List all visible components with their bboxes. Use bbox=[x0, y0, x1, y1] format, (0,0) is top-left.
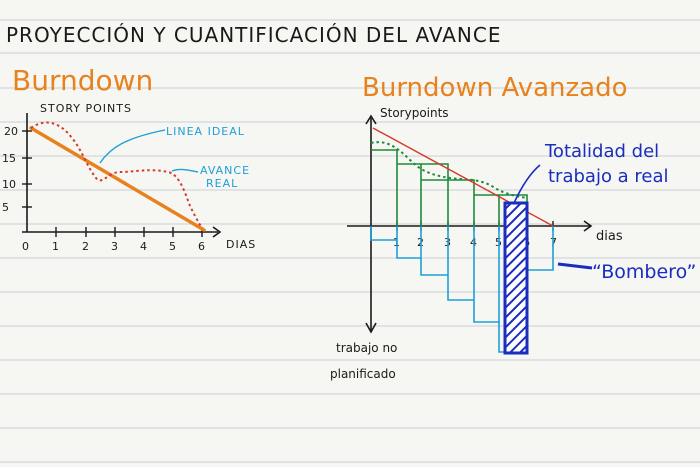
real-line-label-1: AVANCE bbox=[200, 164, 250, 177]
real-line-pointer bbox=[171, 168, 199, 173]
burndown-title: Burndown bbox=[12, 64, 153, 97]
ideal-line-label: LINEA IDEAL bbox=[166, 125, 245, 138]
burndown-x-axis-label: DIAS bbox=[226, 238, 256, 251]
burndown-y-axis-label: STORY POINTS bbox=[40, 102, 132, 115]
real-line-label-2: REAL bbox=[206, 177, 238, 190]
burndown-x-tick-0: 0 bbox=[22, 240, 29, 253]
advanced-real-curve bbox=[370, 141, 528, 199]
total-work-pointer bbox=[513, 164, 541, 204]
total-work-label-2: trabajo a real bbox=[548, 166, 669, 187]
burndown-y-tick-5: 5 bbox=[2, 201, 9, 214]
ideal-line-pointer bbox=[99, 129, 166, 164]
page-title: PROYECCIÓN Y CUANTIFICACIÓN DEL AVANCE bbox=[6, 23, 502, 47]
firefighter-bar bbox=[503, 201, 529, 355]
burndown-y-ticks bbox=[22, 130, 32, 208]
burndown-y-tick-10: 10 bbox=[2, 178, 16, 191]
bomb-pointer bbox=[557, 262, 593, 270]
remaining-work-steps bbox=[371, 149, 528, 226]
burndown-y-tick-20: 20 bbox=[4, 125, 18, 138]
burndown-real-line bbox=[30, 121, 203, 229]
burndown-x-tick-4: 4 bbox=[140, 240, 147, 253]
burndown-x-tick-6: 6 bbox=[198, 240, 205, 253]
total-work-label-1: Totalidad del bbox=[544, 141, 659, 162]
unplanned-label-1: trabajo no bbox=[336, 341, 397, 355]
burndown-x-tick-5: 5 bbox=[169, 240, 176, 253]
advanced-y-axis-label: Storypoints bbox=[380, 106, 449, 120]
advanced-axes bbox=[347, 114, 593, 334]
burndown-y-tick-15: 15 bbox=[2, 152, 16, 165]
burndown-ideal-line bbox=[29, 126, 206, 232]
burndown-x-tick-1: 1 bbox=[52, 240, 59, 253]
burndown-x-tick-2: 2 bbox=[82, 240, 89, 253]
unplanned-work-steps bbox=[370, 226, 554, 353]
advanced-title: Burndown Avanzado bbox=[362, 73, 628, 103]
unplanned-label-2: planificado bbox=[330, 367, 396, 381]
advanced-x-axis-label: dias bbox=[596, 229, 623, 244]
ruled-lines bbox=[0, 19, 700, 463]
burndown-axes bbox=[22, 113, 222, 238]
burndown-x-tick-3: 3 bbox=[111, 240, 118, 253]
bomb-label: “Bombero” bbox=[592, 261, 696, 283]
